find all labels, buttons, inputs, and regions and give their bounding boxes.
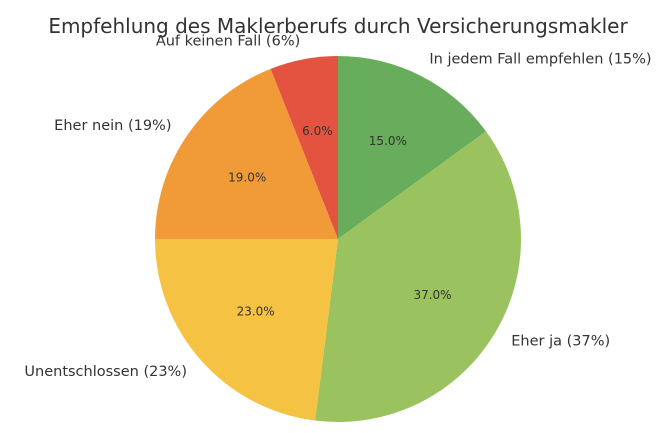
pie-slice-auf-keinen-fall bbox=[270, 56, 338, 239]
pct-label-in-jedem-fall-empfehlen: 15.0% bbox=[369, 134, 407, 148]
slice-label-in-jedem-fall-empfehlen: In jedem Fall empfehlen (15%) bbox=[429, 52, 651, 68]
pie-slice-unentschlossen bbox=[155, 239, 338, 421]
pie-labels: 15.0% In jedem Fall empfehlen (15%) 37.0% E… bbox=[24, 33, 651, 380]
pie-slices bbox=[155, 56, 521, 422]
pct-label-eher-nein: 19.0% bbox=[228, 170, 266, 184]
slice-label-eher-nein: Eher nein (19%) bbox=[54, 118, 171, 134]
pie-slice-eher-ja bbox=[315, 131, 521, 422]
pie-slice-in-jedem-fall-empfehlen bbox=[338, 56, 487, 239]
pct-label-unentschlossen: 23.0% bbox=[237, 305, 275, 319]
slice-label-eher-ja: Eher ja (37%) bbox=[511, 333, 610, 349]
slice-label-unentschlossen: Unentschlossen (23%) bbox=[24, 364, 187, 380]
pct-label-auf-keinen-fall: 6.0% bbox=[302, 124, 333, 138]
pct-label-eher-ja: 37.0% bbox=[413, 288, 451, 302]
chart-title: Empfehlung des Maklerberufs durch Versic… bbox=[48, 14, 628, 38]
pie-slice-eher-nein bbox=[155, 68, 338, 239]
slice-label-auf-keinen-fall: Auf keinen Fall (6%) bbox=[156, 33, 300, 49]
